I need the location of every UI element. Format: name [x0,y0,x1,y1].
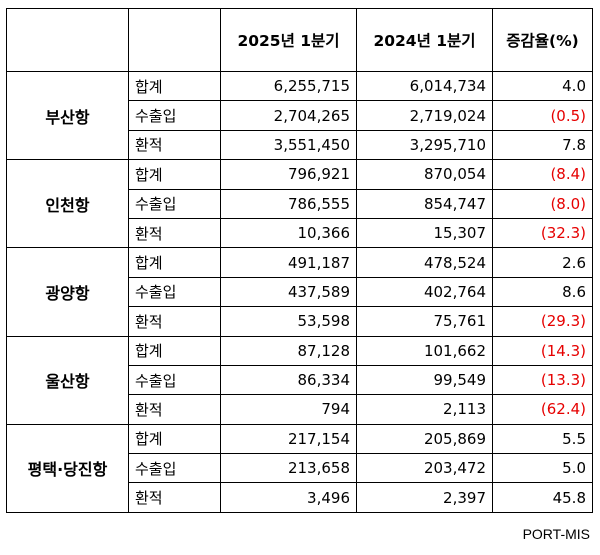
value-2024-cell: 402,764 [356,276,493,308]
table-row: 수출입 86,334 99,549 (13.3) [7,364,593,396]
category-cell: 합계 [128,159,221,190]
category-cell: 환적 [128,482,221,513]
value-2024-cell: 870,054 [356,159,493,190]
header-blank [6,8,129,72]
change-cell: 8.6 [492,276,593,308]
category-cell: 합계 [128,423,221,455]
category-cell: 환적 [128,217,221,249]
change-cell: 7.8 [492,129,593,161]
value-2025-cell: 10,366 [220,217,357,249]
table-row: 수출입 2,704,265 2,719,024 (0.5) [7,100,593,131]
table-body: 부산항 합계 6,255,715 6,014,734 4.0 수출입 2,704,265 2,… [6,70,593,513]
category-cell: 환적 [128,306,221,337]
value-2025-cell: 3,551,450 [220,129,357,161]
table-row: 울산항 합계 87,128 101,662 (14.3) [6,335,593,425]
change-cell: 45.8 [492,482,593,513]
value-2025-cell: 217,154 [220,423,357,455]
table-row: 광양항 합계 491,187 478,524 2.6 [6,247,593,337]
value-2025-cell: 3,496 [220,482,357,513]
category-cell: 합계 [128,335,221,366]
value-2025-cell: 2,704,265 [220,100,357,131]
header-2025: 2025년 1분기 [220,8,357,72]
change-cell: (62.4) [492,394,593,425]
table-row: 환적 53,598 75,761 (29.3) [7,306,593,337]
source-label: PORT-MIS [522,526,590,542]
value-2024-cell: 203,472 [356,453,493,484]
change-cell: 2.6 [492,247,593,278]
port-name: 평택·당진항 [6,423,129,513]
header-2024: 2024년 1분기 [356,8,493,72]
table-row: 평택·당진항 합계 217,154 205,869 5.5 [6,423,593,513]
port-throughput-table: 2025년 1분기 2024년 1분기 증감율(%) 부산항 합계 6,255,71… [6,8,593,513]
category-cell: 합계 [128,70,221,102]
value-2025-cell: 6,255,715 [220,70,357,102]
value-2025-cell: 86,334 [220,364,357,396]
table-row: 환적 3,551,450 3,295,710 7.8 [7,129,593,161]
category-cell: 수출입 [128,453,221,484]
table-row: 수출입 437,589 402,764 8.6 [7,276,593,308]
table-row: 부산항 합계 6,255,715 6,014,734 4.0 [6,70,593,161]
value-2024-cell: 854,747 [356,188,493,219]
port-name: 광양항 [6,247,129,337]
table-row: 환적 794 2,113 (62.4) [7,394,593,425]
change-cell: (29.3) [492,306,593,337]
port-name: 울산항 [6,335,129,425]
table-row: 환적 10,366 15,307 (32.3) [7,217,593,249]
change-cell: (8.0) [492,188,593,219]
change-cell: 4.0 [492,70,593,102]
value-2024-cell: 2,113 [356,394,493,425]
header-blank-category [128,8,221,72]
value-2024-cell: 2,397 [356,482,493,513]
value-2025-cell: 53,598 [220,306,357,337]
value-2025-cell: 213,658 [220,453,357,484]
table-row: 수출입 213,658 203,472 5.0 [7,453,593,484]
value-2025-cell: 796,921 [220,159,357,190]
value-2025-cell: 786,555 [220,188,357,219]
value-2024-cell: 478,524 [356,247,493,278]
change-cell: 5.5 [492,423,593,455]
value-2024-cell: 101,662 [356,335,493,366]
port-name: 부산항 [6,70,129,161]
value-2025-cell: 437,589 [220,276,357,308]
value-2024-cell: 205,869 [356,423,493,455]
change-cell: (8.4) [492,159,593,190]
category-cell: 환적 [128,129,221,161]
change-cell: (0.5) [492,100,593,131]
category-cell: 수출입 [128,188,221,219]
value-2025-cell: 87,128 [220,335,357,366]
header-change: 증감율(%) [492,8,593,72]
category-cell: 수출입 [128,364,221,396]
table-row: 인천항 합계 796,921 870,054 (8.4) [6,159,593,249]
value-2024-cell: 3,295,710 [356,129,493,161]
value-2024-cell: 6,014,734 [356,70,493,102]
category-cell: 수출입 [128,100,221,131]
value-2024-cell: 75,761 [356,306,493,337]
port-name: 인천항 [6,159,129,249]
category-cell: 환적 [128,394,221,425]
table-row: 수출입 786,555 854,747 (8.0) [7,188,593,219]
value-2025-cell: 794 [220,394,357,425]
change-cell: (32.3) [492,217,593,249]
category-cell: 합계 [128,247,221,278]
change-cell: (13.3) [492,364,593,396]
change-cell: 5.0 [492,453,593,484]
value-2024-cell: 2,719,024 [356,100,493,131]
table-row: 환적 3,496 2,397 45.8 [7,482,593,513]
value-2025-cell: 491,187 [220,247,357,278]
category-cell: 수출입 [128,276,221,308]
value-2024-cell: 15,307 [356,217,493,249]
value-2024-cell: 99,549 [356,364,493,396]
header-row: 2025년 1분기 2024년 1분기 증감율(%) [6,8,593,72]
change-cell: (14.3) [492,335,593,366]
